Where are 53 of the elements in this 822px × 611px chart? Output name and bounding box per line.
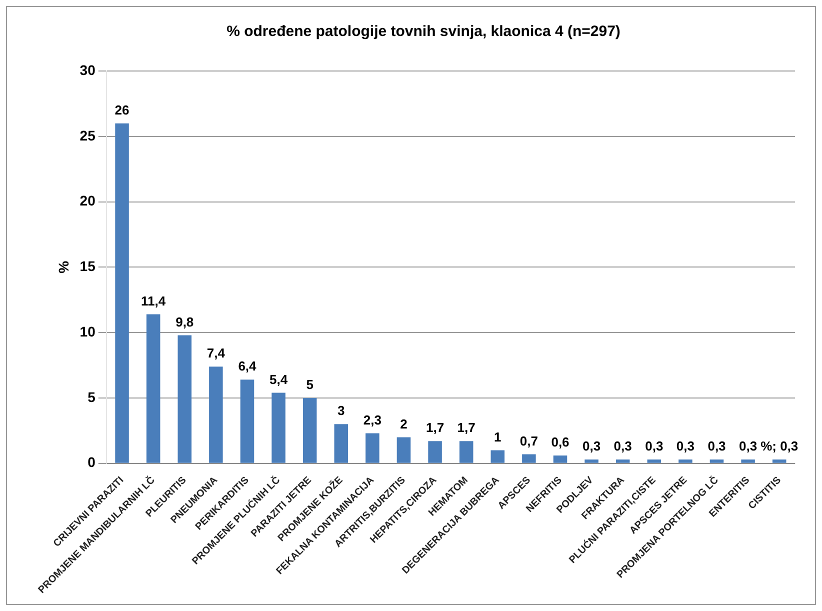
bar (741, 459, 755, 463)
data-label: 6,4 (238, 358, 258, 374)
data-label: %; 0,3 (760, 438, 798, 454)
bar (240, 380, 254, 463)
y-tick-label: 0 (88, 454, 96, 470)
bar (334, 424, 348, 463)
bar (396, 437, 411, 463)
bar (178, 335, 192, 463)
y-tick-label: 30 (80, 62, 96, 78)
data-label: 2 (400, 416, 408, 432)
bar (115, 123, 129, 463)
chart-title: % određene patologije tovnih svinja, klaonica 4 (n=297) (226, 23, 620, 40)
data-label: 0,3 (676, 438, 694, 454)
data-label: 7,4 (206, 346, 226, 361)
y-tick-label: 10 (80, 323, 96, 340)
data-label: 2,3 (363, 412, 382, 428)
y-tick-label: 15 (80, 258, 96, 274)
bar (647, 459, 662, 463)
bar (272, 392, 286, 463)
data-label: 5,4 (269, 372, 288, 387)
data-label: 3 (338, 403, 345, 418)
data-label: 0,3 (739, 438, 758, 454)
y-tick-label: 5 (88, 388, 96, 405)
data-label: 0,3 (582, 438, 601, 454)
bar (490, 450, 505, 463)
bar (209, 366, 223, 463)
bar (616, 459, 630, 463)
bar (366, 433, 380, 463)
data-label: 1 (494, 429, 502, 444)
data-label: 11,4 (141, 293, 166, 308)
data-label: 9,8 (176, 314, 194, 330)
bar (678, 459, 692, 463)
y-axis-title: % (55, 260, 72, 274)
data-label: 0,3 (645, 438, 664, 454)
data-label: 5 (306, 377, 314, 392)
data-label: 26 (114, 102, 130, 118)
bar (772, 459, 786, 463)
bar (710, 459, 724, 463)
data-label: 0,3 (708, 438, 726, 454)
y-tick-label: 25 (80, 127, 96, 144)
bar (302, 398, 317, 463)
bar (553, 456, 568, 463)
bar (522, 454, 536, 463)
y-tick-label: 20 (80, 192, 96, 209)
bar (428, 441, 442, 463)
bar (459, 441, 474, 463)
data-label: 1,7 (457, 420, 476, 436)
bar (146, 314, 160, 463)
data-label: 0,3 (614, 438, 632, 454)
data-label: 0,7 (520, 433, 538, 448)
data-label: 0,6 (551, 434, 570, 450)
data-label: 1,7 (426, 420, 444, 436)
bar (584, 459, 598, 463)
